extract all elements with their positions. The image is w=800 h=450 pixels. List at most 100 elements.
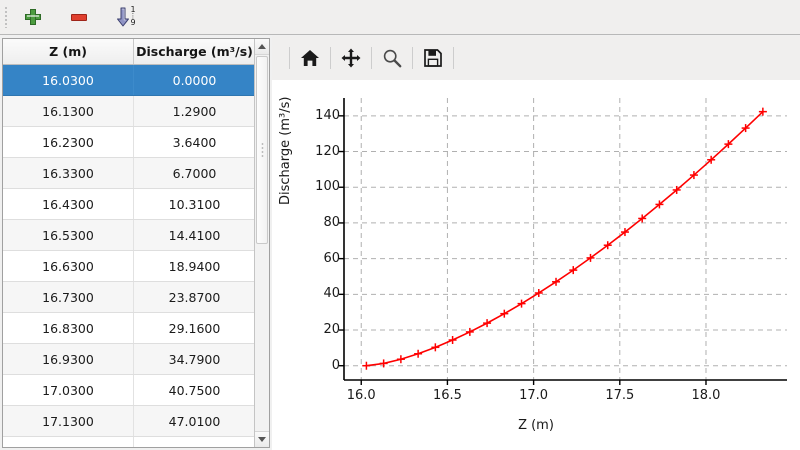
cell-z[interactable]: 16.3300 (3, 158, 134, 188)
sort-dots: ⋮ (129, 12, 137, 20)
cell-discharge[interactable]: 0.0000 (172, 72, 217, 88)
data-point-marker (517, 299, 526, 308)
data-point-marker (552, 277, 561, 286)
table-row[interactable]: 16.4300 10.3100 (3, 189, 269, 220)
data-point-marker (396, 355, 405, 364)
cell-z[interactable]: 16.8300 (3, 313, 134, 343)
data-point-marker (603, 241, 612, 250)
cell-discharge[interactable]: 23.8700 (168, 289, 221, 305)
y-tick-label: 0 (331, 357, 340, 373)
data-point-marker (379, 359, 388, 368)
data-point-marker (672, 185, 681, 194)
toolbar-drag-handle[interactable] (3, 6, 12, 28)
scroll-down-button[interactable] (255, 431, 269, 447)
cell-discharge[interactable]: 34.7900 (168, 351, 221, 367)
remove-row-button[interactable] (63, 2, 95, 32)
cell-discharge[interactable]: 3.6400 (172, 134, 217, 150)
cell-z[interactable]: 16.9300 (3, 344, 134, 374)
sort-descending-button[interactable]: 1 ⋮ 9 (109, 2, 145, 32)
scroll-up-button[interactable] (255, 39, 269, 55)
chart-canvas[interactable]: Discharge (m³/s) Z (m) 0 20 40 60 80 100 120 14… (272, 80, 800, 450)
data-point-marker (569, 266, 578, 275)
floppy-disk-icon (424, 49, 442, 67)
y-tick-label: 20 (323, 322, 340, 338)
table-row[interactable]: 17.230053.5700 (3, 437, 269, 448)
data-point-marker (448, 336, 457, 345)
table-row[interactable]: 16.8300 29.1600 (3, 313, 269, 344)
table-row[interactable]: 17.0300 40.7500 (3, 375, 269, 406)
table-vertical-scrollbar[interactable] (254, 39, 269, 447)
toolbar-separator (330, 47, 331, 69)
column-header-discharge[interactable]: Discharge (m³/s) (136, 44, 253, 59)
cell-z[interactable]: 16.6300 (3, 251, 134, 281)
x-tick-label: 16.5 (432, 388, 462, 403)
cell-discharge[interactable]: 29.1600 (168, 320, 221, 336)
x-tick-label: 18.0 (691, 388, 721, 403)
scrollbar-thumb[interactable] (256, 56, 268, 244)
cell-z[interactable]: 17.0300 (3, 375, 134, 405)
sort-digit-top: 1 (130, 5, 136, 14)
table-row[interactable]: 16.0300 0.0000 (3, 65, 269, 96)
x-tick-label: 17.5 (605, 388, 635, 403)
cell-discharge[interactable]: 6.7000 (172, 165, 217, 181)
cell-discharge[interactable]: 47.0100 (168, 413, 221, 429)
toolbar-separator (289, 47, 290, 69)
table-row[interactable]: 16.9300 34.7900 (3, 344, 269, 375)
matplotlib-navigation-toolbar (272, 36, 800, 80)
cell-discharge[interactable]: 53.5700 (134, 437, 255, 448)
table-row[interactable]: 16.2300 3.6400 (3, 127, 269, 158)
column-header-z[interactable]: Z (m) (3, 39, 134, 64)
save-button[interactable] (418, 43, 448, 73)
plot-panel: Discharge (m³/s) Z (m) 0 20 40 60 80 100 120 14… (272, 36, 800, 450)
sort-digit-bottom: 9 (130, 18, 136, 27)
data-point-marker (655, 200, 664, 209)
cell-z[interactable]: 16.0300 (3, 65, 134, 95)
scrollbar-grip-icon (261, 142, 264, 158)
add-row-button[interactable] (17, 2, 49, 32)
table-row[interactable]: 17.1300 47.0100 (3, 406, 269, 437)
table-row[interactable]: 16.6300 18.9400 (3, 251, 269, 282)
data-point-marker (500, 309, 509, 318)
data-point-marker (741, 124, 750, 133)
magnifier-icon (383, 49, 402, 68)
cell-discharge[interactable]: 14.4100 (168, 227, 221, 243)
table-row[interactable]: 16.1300 1.2900 (3, 96, 269, 127)
cell-discharge[interactable]: 1.2900 (172, 103, 217, 119)
chevron-up-icon (258, 44, 266, 49)
data-point-marker (483, 319, 492, 328)
y-tick-label: 120 (315, 143, 340, 159)
pan-button[interactable] (336, 43, 366, 73)
cell-z[interactable]: 16.5300 (3, 220, 134, 250)
cell-z[interactable]: 16.2300 (3, 127, 134, 157)
sort-numeric-icon: 1 ⋮ 9 (116, 5, 138, 27)
table-toolbar: 1 ⋮ 9 (0, 0, 800, 35)
data-point-marker (620, 228, 629, 237)
y-tick-label: 100 (315, 179, 340, 195)
cell-discharge[interactable]: 10.3100 (168, 196, 221, 212)
data-point-marker (638, 214, 647, 223)
plus-icon (25, 9, 41, 25)
table-row[interactable]: 16.5300 14.4100 (3, 220, 269, 251)
cell-z[interactable]: 16.1300 (3, 96, 134, 126)
data-point-marker (465, 327, 474, 336)
cell-discharge[interactable]: 40.7500 (168, 382, 221, 398)
data-point-marker (724, 140, 733, 149)
cell-discharge[interactable]: 18.9400 (168, 258, 221, 274)
cell-z[interactable]: 16.4300 (3, 189, 134, 219)
home-button[interactable] (295, 43, 325, 73)
data-table-panel: Z (m) Discharge (m³/s) 16.0300 0.0000 16.1… (2, 38, 270, 448)
table-row[interactable]: 16.7300 23.8700 (3, 282, 269, 313)
table-row[interactable]: 16.3300 6.7000 (3, 158, 269, 189)
cell-z[interactable]: 16.7300 (3, 282, 134, 312)
cell-z[interactable]: 17.2300 (3, 437, 134, 447)
minus-icon (71, 13, 87, 21)
toolbar-separator (371, 47, 372, 69)
zoom-button[interactable] (377, 43, 407, 73)
toolbar-separator (453, 47, 454, 69)
data-point-marker (431, 343, 440, 352)
cell-z[interactable]: 17.1300 (3, 406, 134, 436)
x-axis-tick-labels: 16.0 16.5 17.0 17.5 18.0 (272, 80, 800, 410)
data-point-marker (707, 155, 716, 164)
chevron-down-icon (258, 437, 266, 442)
